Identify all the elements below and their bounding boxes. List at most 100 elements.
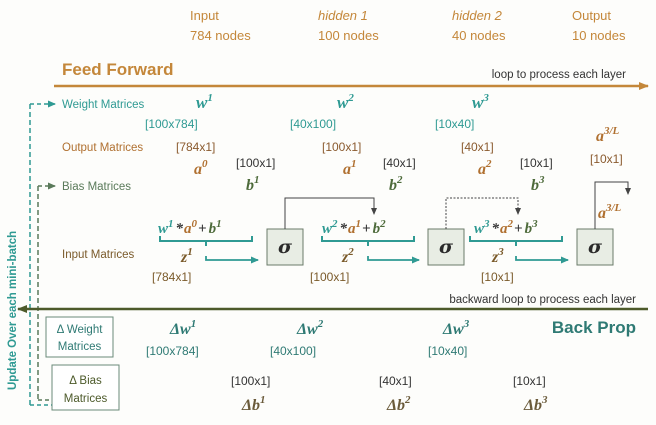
layer-nodes: 100 nodes (318, 28, 379, 43)
sigma-box (427, 228, 465, 266)
sigma-symbol: σ (588, 236, 603, 258)
update-side-label: Update Over each mini-batch (7, 231, 19, 390)
delta-bias-dim: [40x1] (379, 374, 412, 388)
layer-header-output: Output 10 nodes (572, 8, 626, 43)
layer-name: Output (572, 8, 611, 23)
output-a2: [40x1] a2 (461, 140, 494, 178)
output-a3: a3/L [10x1] (590, 125, 623, 166)
equation-text: w1 *a0+ b1 (158, 218, 222, 237)
delta-bias-symbol: Δb2 (386, 394, 411, 414)
delta-bias-label-box: Δ Bias Matrices (51, 364, 120, 411)
weight-w2: w2 [40x100] (290, 92, 354, 131)
sigma-box-1: σ (266, 197, 377, 266)
layer-header-input: Input 784 nodes (190, 8, 251, 43)
sigma-box (266, 228, 304, 266)
delta-bias-dim: [10x1] (513, 374, 546, 388)
weight-dim: [40x100] (290, 117, 336, 131)
bias-b2: [40x1] b2 (383, 156, 416, 194)
bias-matrices-label: Bias Matrices (62, 181, 131, 193)
delta-weight-dim: [100x784] (146, 344, 199, 358)
feed-forward-title: Feed Forward (62, 60, 173, 79)
output-symbol: a3/L (596, 125, 620, 145)
bias-b3: [10x1] b3 (520, 156, 553, 194)
sigma-box (576, 228, 614, 266)
layer-nodes: 10 nodes (572, 28, 626, 43)
output-dim: [40x1] (461, 140, 494, 154)
z-symbol: z3 (491, 246, 504, 266)
output-matrices-label: Output Matrices (62, 142, 143, 154)
z-dim: [784x1] (152, 270, 191, 284)
delta-weight-symbol: Δw1 (169, 318, 196, 338)
delta-weight-3: Δw3 [10x40] (428, 318, 470, 358)
final-output-symbol: a3/L (598, 202, 622, 222)
delta-bias-3: [10x1] Δb3 (513, 374, 548, 414)
bias-symbol: b1 (246, 174, 260, 194)
equation-text: w2 *a1+ b2 (322, 218, 386, 237)
bias-symbol: b3 (531, 174, 545, 194)
layer-header-hidden2: hidden 2 40 nodes (452, 8, 506, 43)
delta-bias-label-line1: Δ Bias (69, 375, 102, 387)
layer-name: hidden 2 (452, 8, 503, 23)
bias-dim: [40x1] (383, 156, 416, 170)
back-prop-arrow-label: backward loop to process each layer (449, 294, 636, 306)
weight-symbol: w3 (472, 92, 489, 112)
feed-forward-arrow-label: loop to process each layer (492, 69, 626, 81)
delta-weight-label-line1: Δ Weight (57, 324, 104, 336)
equation-text: w3 *a2+ b3 (474, 218, 538, 237)
output-dim: [10x1] (590, 152, 623, 166)
back-prop-title: Back Prop (552, 318, 636, 337)
weight-symbol: w2 (337, 92, 354, 112)
delta-weight-symbol: Δw2 (296, 318, 324, 338)
equation-layer-3: w3 *a2+ b3 z3 [10x1] (469, 218, 569, 284)
output-symbol: a1 (343, 158, 357, 178)
delta-bias-label-line2: Matrices (64, 393, 108, 405)
z-symbol: z2 (341, 246, 354, 266)
delta-weight-dim: [40x100] (270, 344, 316, 358)
sigma-symbol: σ (439, 236, 454, 258)
delta-bias-symbol: Δb1 (241, 394, 266, 414)
delta-bias-symbol: Δb3 (523, 394, 548, 414)
z-dim: [100x1] (310, 270, 349, 284)
output-a0: [784x1] a0 (176, 140, 215, 178)
sigma-box-2: σ (427, 197, 521, 266)
delta-bias-1: [100x1] Δb1 (231, 374, 270, 414)
output-symbol: a2 (478, 158, 492, 178)
sigma-box-3: σ a3/L (576, 181, 631, 266)
layer-name: Input (190, 8, 219, 23)
output-dim: [100x1] (322, 140, 361, 154)
equation-layer-1: w1 *a0+ b1 z1 [784x1] (152, 218, 259, 284)
update-loop (29, 100, 56, 406)
delta-weight-dim: [10x40] (428, 344, 467, 358)
weight-dim: [100x784] (145, 117, 198, 131)
equation-layer-2: w2 *a1+ b2 z2 [100x1] (310, 218, 420, 284)
weight-w3: w3 [10x40] (435, 92, 489, 131)
output-dim: [784x1] (176, 140, 215, 154)
weight-symbol: w1 (196, 92, 213, 112)
bias-symbol: b2 (389, 174, 403, 194)
layer-nodes: 784 nodes (190, 28, 251, 43)
delta-weight-symbol: Δw3 (442, 318, 470, 338)
layer-nodes: 40 nodes (452, 28, 506, 43)
bias-dim: [10x1] (520, 156, 553, 170)
delta-bias-dim: [100x1] (231, 374, 270, 388)
layer-header-hidden1: hidden 1 100 nodes (318, 8, 379, 43)
delta-bias-2: [40x1] Δb2 (379, 374, 412, 414)
weight-dim: [10x40] (435, 117, 474, 131)
delta-weight-label-box: Δ Weight Matrices (45, 316, 114, 358)
delta-weight-2: Δw2 [40x100] (270, 318, 324, 358)
delta-weight-label-line2: Matrices (58, 341, 102, 353)
delta-weight-1: Δw1 [100x784] (146, 318, 199, 358)
z-dim: [10x1] (481, 270, 514, 284)
input-matrices-label: Input Matrices (62, 249, 134, 261)
bias-b1: [100x1] b1 (236, 156, 275, 194)
output-a1: [100x1] a1 (322, 140, 361, 178)
weight-matrices-label: Weight Matrices (62, 99, 144, 111)
sigma-symbol: σ (278, 236, 293, 258)
z-symbol: z1 (180, 246, 193, 266)
output-symbol: a0 (194, 158, 208, 178)
layer-name: hidden 1 (318, 8, 368, 23)
bias-dim: [100x1] (236, 156, 275, 170)
weight-w1: w1 [100x784] (145, 92, 213, 131)
